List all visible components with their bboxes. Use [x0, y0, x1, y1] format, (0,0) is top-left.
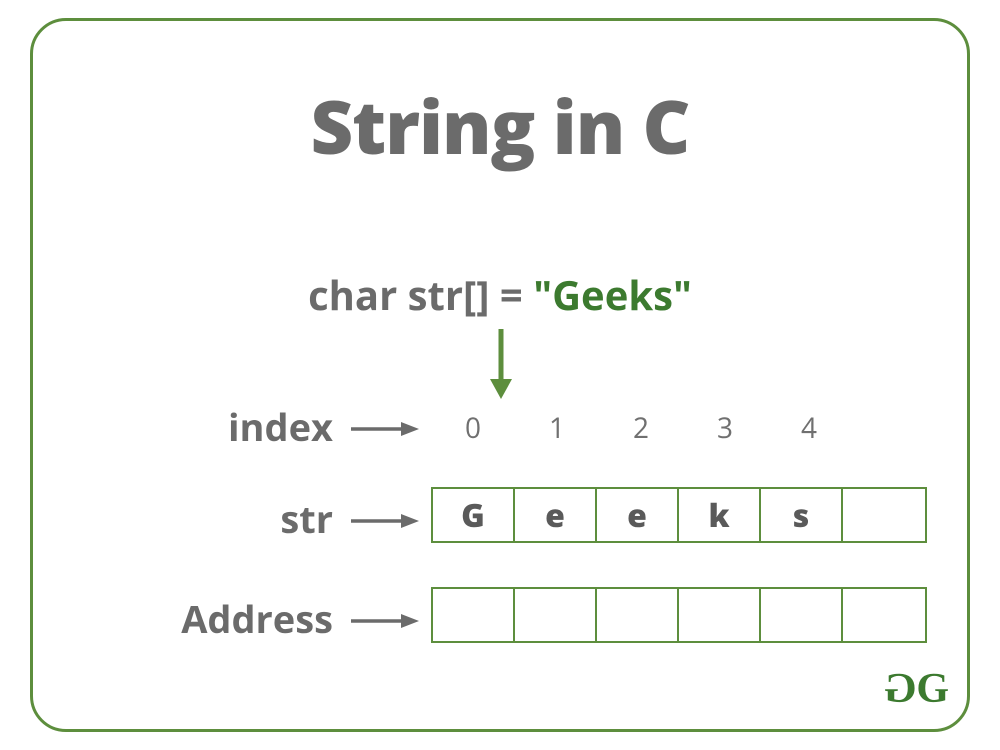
index-value: 0 — [431, 409, 515, 447]
label-index: index — [33, 401, 333, 453]
address-array — [431, 587, 927, 643]
array-cell — [761, 589, 843, 641]
array-cell — [433, 589, 515, 641]
index-value — [851, 409, 935, 447]
array-cell: k — [679, 489, 761, 541]
logo-right-glyph: G — [916, 666, 943, 712]
arrow-right-icon — [349, 611, 421, 631]
label-address: Address — [33, 593, 333, 645]
array-cell: G — [433, 489, 515, 541]
array-cell — [515, 589, 597, 641]
arrow-right-icon — [349, 511, 421, 531]
str-array: G e e k s — [431, 487, 927, 543]
down-arrow-icon — [481, 325, 521, 401]
index-value: 3 — [683, 409, 767, 447]
diagram-frame: String in C char str[] = "Geeks" index s… — [30, 18, 970, 732]
array-cell — [597, 589, 679, 641]
declaration-line: char str[] = "Geeks" — [33, 267, 967, 322]
array-cell — [843, 589, 925, 641]
arrow-right-icon — [349, 419, 421, 439]
index-row: 0 1 2 3 4 — [431, 409, 935, 447]
index-value: 1 — [515, 409, 599, 447]
logo-left-glyph: G — [890, 665, 917, 713]
diagram-title: String in C — [33, 75, 967, 176]
declaration-literal: "Geeks" — [533, 267, 692, 322]
label-str: str — [33, 493, 333, 545]
array-cell — [843, 489, 925, 541]
index-value: 2 — [599, 409, 683, 447]
declaration-prefix: char str[] = — [308, 267, 533, 322]
array-cell: e — [515, 489, 597, 541]
index-value: 4 — [767, 409, 851, 447]
geeksforgeeks-logo: GG — [890, 665, 943, 713]
array-cell: s — [761, 489, 843, 541]
array-cell — [679, 589, 761, 641]
array-cell: e — [597, 489, 679, 541]
